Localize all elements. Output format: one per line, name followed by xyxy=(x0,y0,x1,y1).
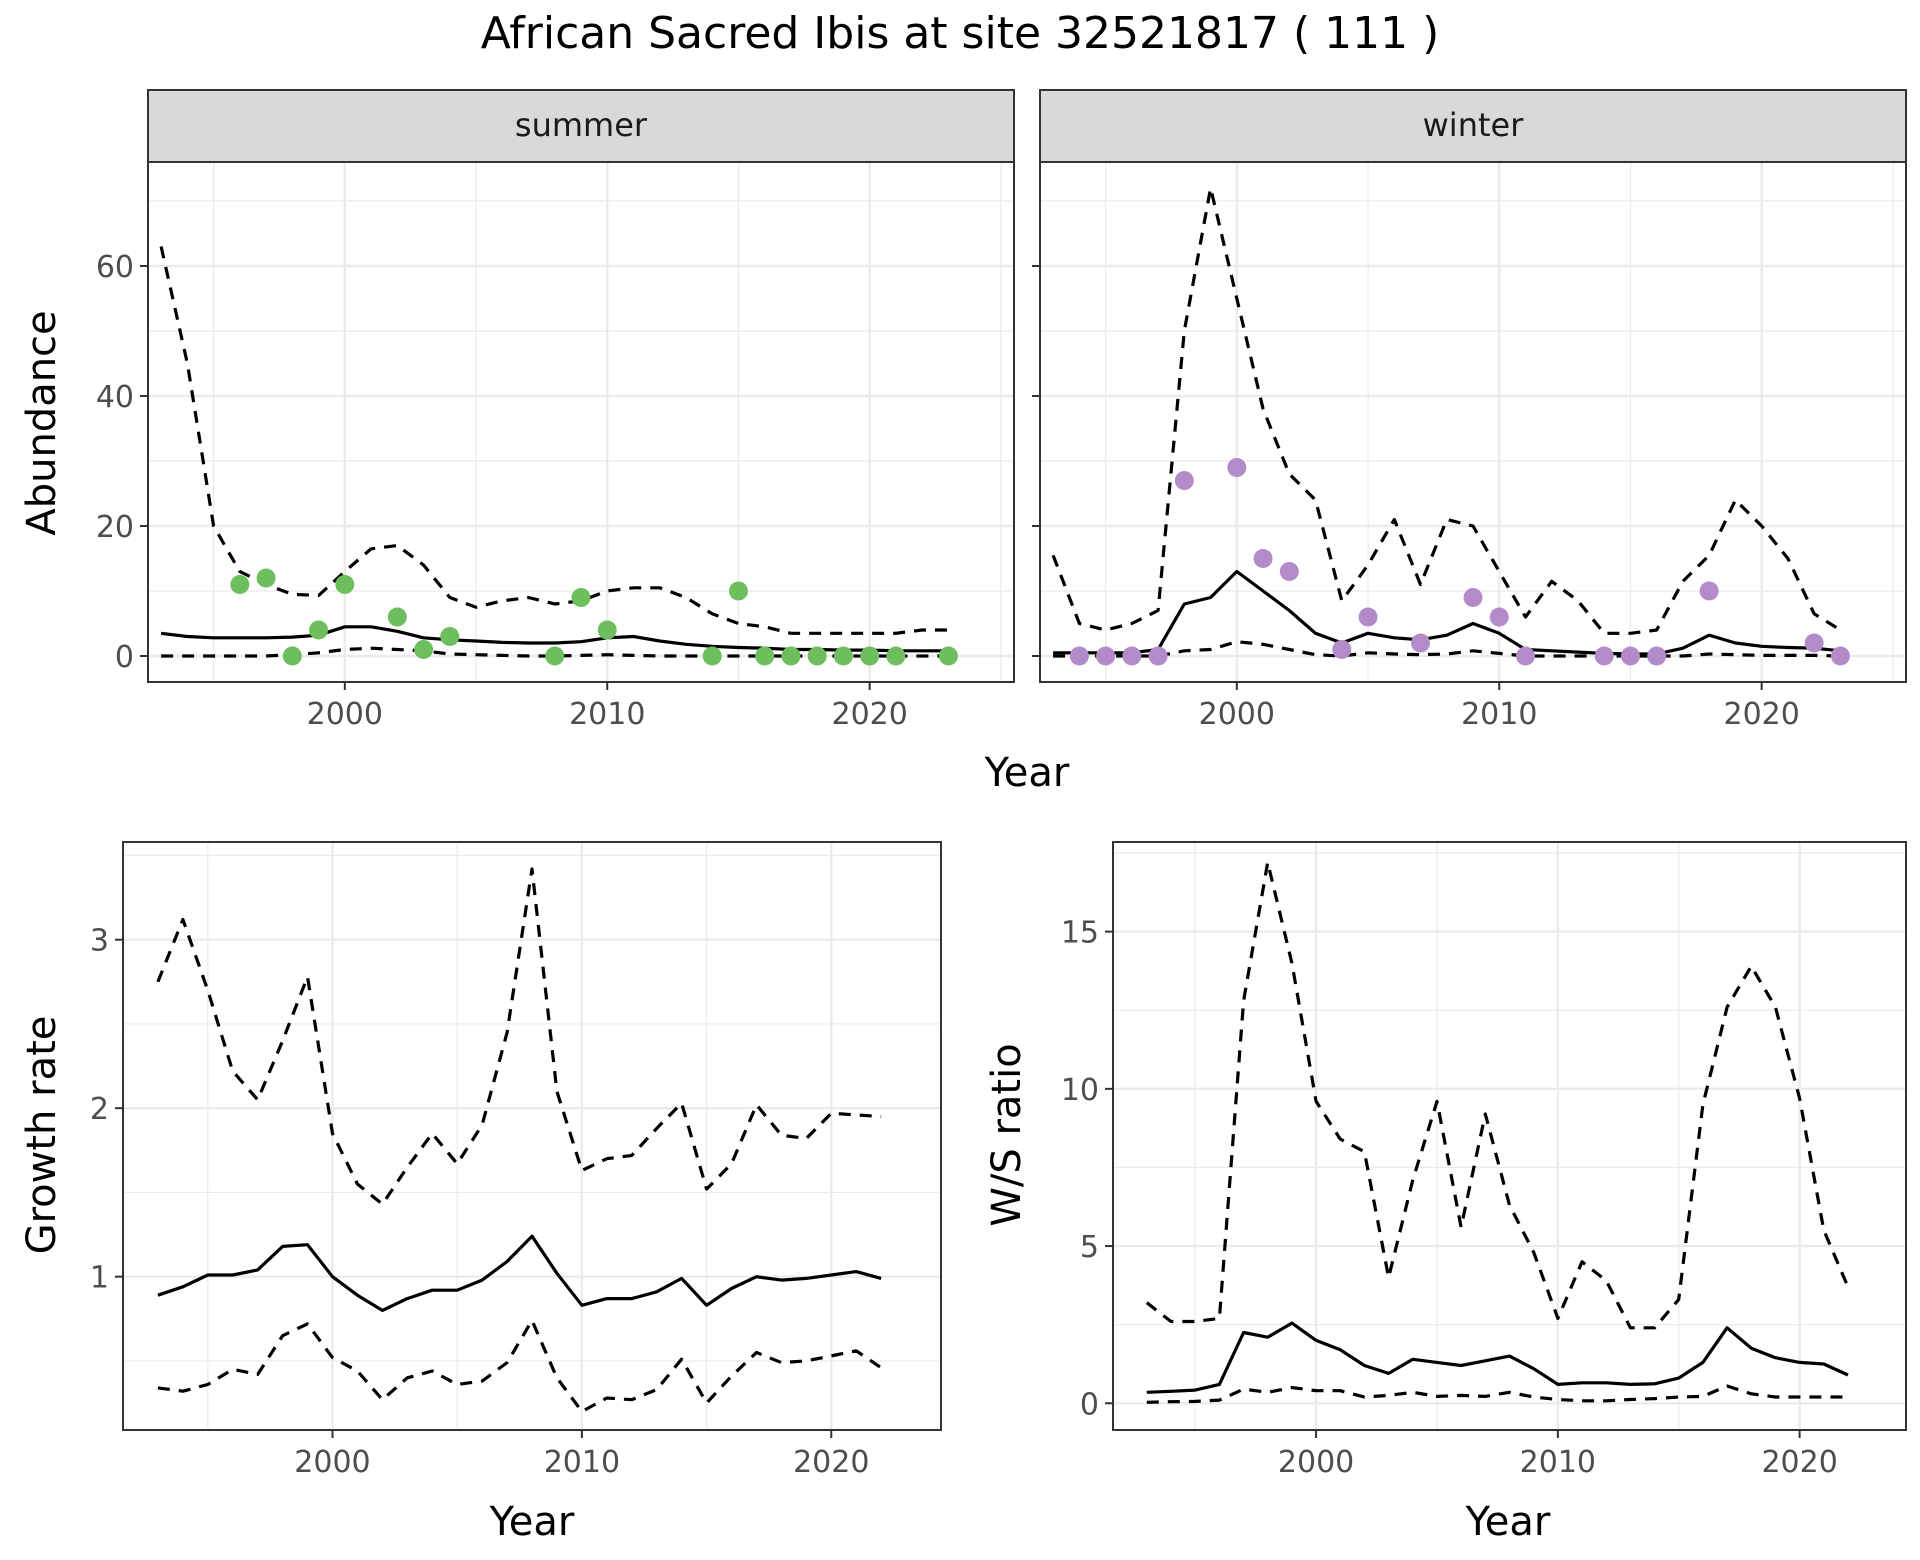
data-point xyxy=(1515,646,1535,666)
x-tick-label: 2000 xyxy=(1199,697,1275,732)
data-point xyxy=(1463,588,1483,607)
data-point xyxy=(1620,646,1640,666)
x-tick-label: 2000 xyxy=(307,697,383,732)
panel-ws-ratio: 2000 2010 2020 0 5 10 15 xyxy=(1061,841,1907,1480)
panel-border xyxy=(147,161,1015,683)
growth-y-axis-label: Growth rate xyxy=(19,1016,65,1255)
y-tick-label: 3 xyxy=(90,924,109,959)
panel-winter-abundance: winter 2000 2010 2020 xyxy=(1032,89,1907,732)
series-line-mean xyxy=(157,1234,882,1312)
data-point xyxy=(387,607,407,627)
data-point xyxy=(1148,646,1168,666)
data-point xyxy=(545,646,565,666)
data-point xyxy=(1227,458,1247,477)
series-line-lower-bound xyxy=(157,1318,882,1414)
data-point xyxy=(938,646,958,666)
data-point xyxy=(1699,581,1719,601)
series-line-mean xyxy=(1053,569,1841,656)
data-point xyxy=(335,575,355,594)
y-tick-label: 2 xyxy=(90,1092,109,1127)
data-point xyxy=(728,581,748,601)
series-line-upper-bound xyxy=(156,867,882,1206)
panel-summer-abundance: summer 2000 2010 2020 0 20 40 60 xyxy=(96,89,1015,732)
y-tick-label: 0 xyxy=(115,640,134,675)
data-point xyxy=(755,646,775,666)
data-point xyxy=(1804,633,1824,653)
series-line-mean xyxy=(1146,1321,1849,1394)
series-line-upper-bound xyxy=(1145,860,1850,1330)
data-point xyxy=(860,646,880,666)
data-point xyxy=(571,588,591,607)
x-tick-label: 2020 xyxy=(1723,697,1799,732)
data-point xyxy=(1174,471,1194,490)
data-point xyxy=(1332,640,1352,659)
x-tick-label: 2010 xyxy=(569,697,645,732)
x-tick-label: 2020 xyxy=(831,697,907,732)
data-point xyxy=(702,646,722,666)
data-point xyxy=(833,646,853,666)
y-tick-label: 15 xyxy=(1061,916,1099,951)
data-point xyxy=(886,646,906,666)
y-tick-label: 40 xyxy=(96,380,134,415)
facet-strip xyxy=(1039,89,1907,163)
data-point xyxy=(781,646,801,666)
x-tick-label: 2010 xyxy=(1461,697,1537,732)
x-tick-label: 2010 xyxy=(544,1445,620,1480)
data-point xyxy=(1489,607,1509,627)
data-point xyxy=(1253,549,1273,568)
panel-border xyxy=(122,841,942,1431)
data-point xyxy=(1096,646,1116,666)
data-point xyxy=(1358,607,1378,627)
data-point xyxy=(282,646,302,666)
x-tick-label: 2010 xyxy=(1520,1445,1596,1480)
data-point xyxy=(1411,633,1431,653)
y-tick-label: 5 xyxy=(1080,1230,1099,1265)
series-line-lower-bound xyxy=(1053,640,1841,658)
series-line-lower-bound xyxy=(1146,1384,1848,1404)
top-y-axis-label: Abundance xyxy=(19,310,65,535)
y-tick-label: 10 xyxy=(1061,1073,1099,1108)
data-point xyxy=(440,627,460,646)
x-tick-label: 2020 xyxy=(1761,1445,1837,1480)
data-point xyxy=(1122,646,1142,666)
panel-border xyxy=(1112,841,1907,1431)
x-tick-label: 2000 xyxy=(294,1445,370,1480)
series-line-upper-bound xyxy=(159,246,949,635)
y-tick-label: 60 xyxy=(96,250,134,285)
panel-growth-rate: 2000 2010 2020 1 2 3 xyxy=(90,841,942,1480)
data-point xyxy=(1830,646,1850,666)
plot-background xyxy=(123,842,941,1430)
data-point xyxy=(597,620,617,640)
data-point xyxy=(1594,646,1614,666)
growth-x-axis-label: Year xyxy=(489,1499,575,1545)
x-tick-label: 2000 xyxy=(1278,1445,1354,1480)
facet-strip-label: winter xyxy=(1423,106,1525,144)
facet-strip-label: summer xyxy=(515,106,648,144)
data-point xyxy=(256,568,276,588)
panel-border xyxy=(1039,161,1907,683)
ratio-x-axis-label: Year xyxy=(1465,1499,1551,1545)
data-point xyxy=(1279,562,1299,581)
data-point xyxy=(414,640,434,659)
x-tick-label: 2020 xyxy=(793,1445,869,1480)
facet-strip xyxy=(147,89,1015,163)
y-tick-label: 20 xyxy=(96,510,134,545)
ratio-y-axis-label: W/S ratio xyxy=(984,1043,1030,1226)
chart-title: African Sacred Ibis at site 32521817 ( 1… xyxy=(481,8,1439,59)
y-tick-label: 1 xyxy=(90,1261,109,1296)
data-point xyxy=(309,620,329,640)
y-tick-label: 0 xyxy=(1080,1387,1099,1422)
data-point xyxy=(1647,646,1667,666)
data-point xyxy=(1069,646,1089,666)
data-point xyxy=(230,575,250,594)
data-point xyxy=(807,646,827,666)
top-x-axis-label: Year xyxy=(984,750,1070,796)
